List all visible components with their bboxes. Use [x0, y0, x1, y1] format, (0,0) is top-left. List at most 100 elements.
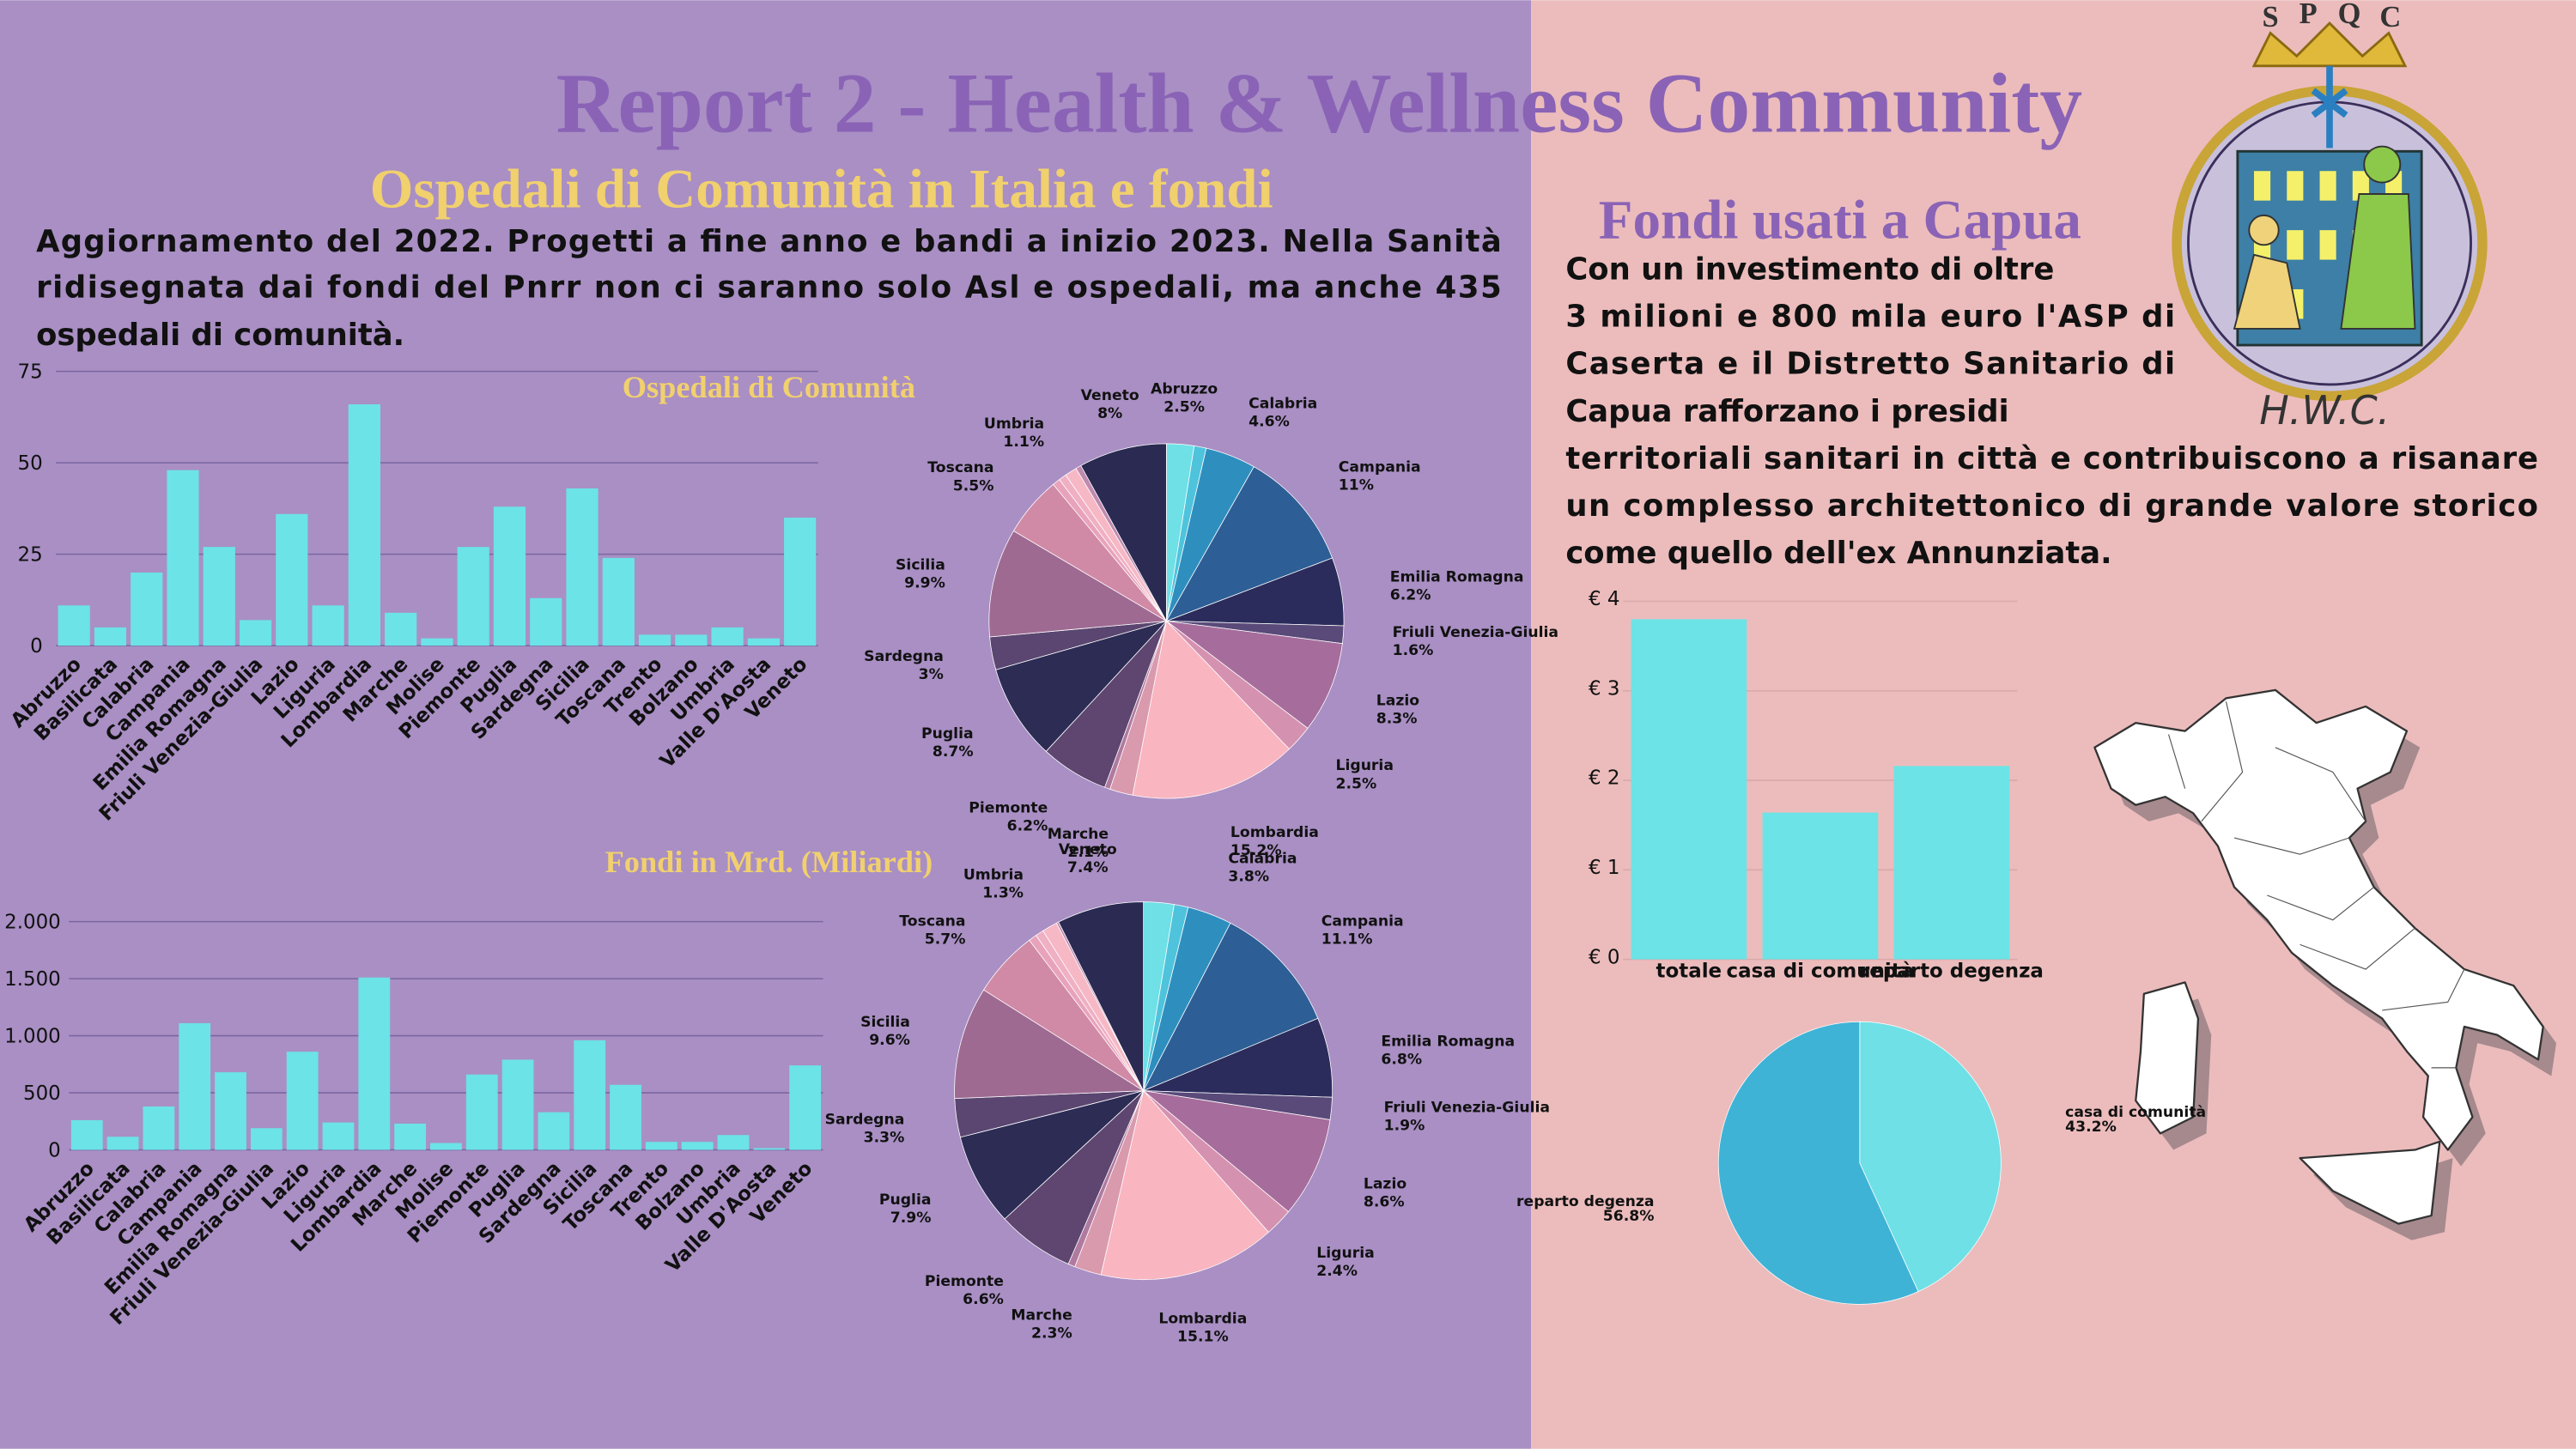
pie-value-label: 2.1% [1067, 844, 1109, 861]
pie-label: Puglia [921, 725, 974, 743]
bar [645, 1142, 677, 1150]
y-tick-label: € 0 [1589, 946, 1619, 968]
pie-value-label: 6.2% [1390, 586, 1431, 603]
pie-slice [995, 620, 1168, 752]
pie-slice [1142, 1090, 1331, 1213]
y-tick-label: € 2 [1589, 767, 1619, 790]
y-tick-label: 0 [48, 1140, 61, 1162]
pie-value-label: 1.3% [982, 885, 1024, 902]
pie-slice [1058, 901, 1145, 1091]
bar [784, 518, 817, 646]
left-paragraph-line: ospedali di comunità. [36, 318, 404, 353]
bar [538, 1112, 570, 1150]
pie-value-label: 9.6% [869, 1032, 910, 1049]
bar [203, 547, 235, 646]
y-tick-label: 75 [18, 361, 43, 384]
logo-letter: C [2379, 1, 2401, 33]
pie-value-label: 5.5% [953, 477, 994, 494]
pie-value-label: 2.3% [1031, 1325, 1072, 1343]
bar [286, 1052, 319, 1150]
bar [1893, 766, 2010, 960]
pie-value-label: 9.9% [904, 575, 945, 592]
pie-label: Emilia Romagna [1381, 1034, 1515, 1051]
pie-label: Piemonte [969, 800, 1048, 817]
pie-label: Lazio [1376, 693, 1419, 710]
pie-label: Emilia Romagna [1390, 568, 1524, 585]
pie-label: Liguria [1316, 1245, 1374, 1262]
right-paragraph-line: come quello dell'ex Annunziata. [1565, 536, 2111, 571]
pie-slice [1717, 1021, 1919, 1305]
bar [501, 1059, 534, 1150]
logo: S P Q C H.W.C. [2172, 0, 2488, 433]
pie-label: Lombardia [1230, 824, 1319, 841]
pie-label: Campania [1321, 912, 1404, 930]
bar [457, 547, 489, 646]
right-paragraph-line: Capua rafforzano i presidi [1565, 394, 2008, 429]
bar [348, 403, 380, 646]
pie-value-label: 11.1% [1321, 931, 1373, 949]
pie-label: Sardegna [825, 1111, 905, 1128]
pie-value-label: 6.8% [1381, 1052, 1422, 1069]
pie-value-label: 1.1% [1003, 433, 1044, 451]
bar [179, 1022, 211, 1150]
pie-value-label: 6.2% [1007, 818, 1048, 835]
pie-value-label: 56.8% [1603, 1208, 1655, 1225]
pie-label: Sardegna [864, 648, 944, 665]
pie-value-label: 3.8% [1228, 868, 1269, 885]
pie-label: Calabria [1228, 850, 1297, 867]
y-tick-label: 1.000 [4, 1026, 61, 1048]
right-heading: Fondi usati a Capua [1599, 190, 2081, 252]
pie-label: Sicilia [896, 556, 945, 573]
pie-slice [954, 989, 1145, 1100]
bar [58, 605, 90, 646]
pie-label: Sicilia [860, 1014, 910, 1031]
x-tick-label: casa di comunità [1727, 961, 1915, 983]
logo-letter: Q [2338, 0, 2361, 30]
bar [358, 977, 391, 1150]
x-tick-label: totale [1656, 961, 1722, 983]
pie-label: Lombardia [1158, 1310, 1247, 1327]
page-title: Report 2 - Health & Wellness Community [556, 55, 2082, 150]
y-tick-label: 50 [18, 452, 43, 475]
pie-value-label: 1.9% [1384, 1117, 1425, 1134]
right-paragraph-line: un complesso architettonico di grande va… [1565, 488, 2538, 524]
logo-letter: S [2263, 1, 2279, 33]
pie-label: Toscana [927, 459, 993, 476]
bar [106, 1137, 139, 1150]
bar [574, 1040, 606, 1150]
bar [711, 627, 744, 646]
bar [239, 620, 272, 646]
bar [385, 612, 417, 646]
bar [747, 638, 780, 646]
bar [131, 572, 163, 646]
right-paragraph-line: territoriali sanitari in città e contrib… [1565, 441, 2538, 476]
bar [638, 634, 671, 646]
pie-value-label: 8% [1097, 405, 1122, 422]
bar [717, 1135, 750, 1150]
pie-value-label: 15.2% [1230, 842, 1282, 859]
logo-caption: H.W.C. [2259, 387, 2390, 433]
bar [322, 1122, 355, 1150]
pie-slice [1165, 466, 1334, 622]
pie-value-label: 8.7% [933, 743, 974, 761]
pie-label: Calabria [1249, 395, 1317, 412]
logo-letter: P [2300, 0, 2318, 30]
bar [530, 597, 562, 646]
bar [394, 1123, 427, 1150]
pie-value-label: 1.6% [1393, 642, 1434, 659]
right-paragraph-line: Con un investimento di oltre [1565, 252, 2054, 288]
pie-slice [1100, 1089, 1269, 1281]
pie-value-label: 2.5% [1163, 398, 1205, 415]
pie-label: Veneto [1059, 841, 1117, 858]
pie-label: Veneto [1081, 387, 1139, 404]
bar [215, 1072, 246, 1150]
pie-value-label: 8.6% [1364, 1194, 1405, 1211]
pie-slice [959, 1090, 1144, 1220]
bar [312, 605, 344, 646]
pie-value-label: 5.7% [925, 931, 966, 949]
pie-label: Lazio [1364, 1176, 1406, 1193]
pie-value-label: 15.1% [1177, 1328, 1229, 1345]
pie-value-label: 7.4% [1067, 859, 1109, 876]
bar [167, 470, 199, 646]
